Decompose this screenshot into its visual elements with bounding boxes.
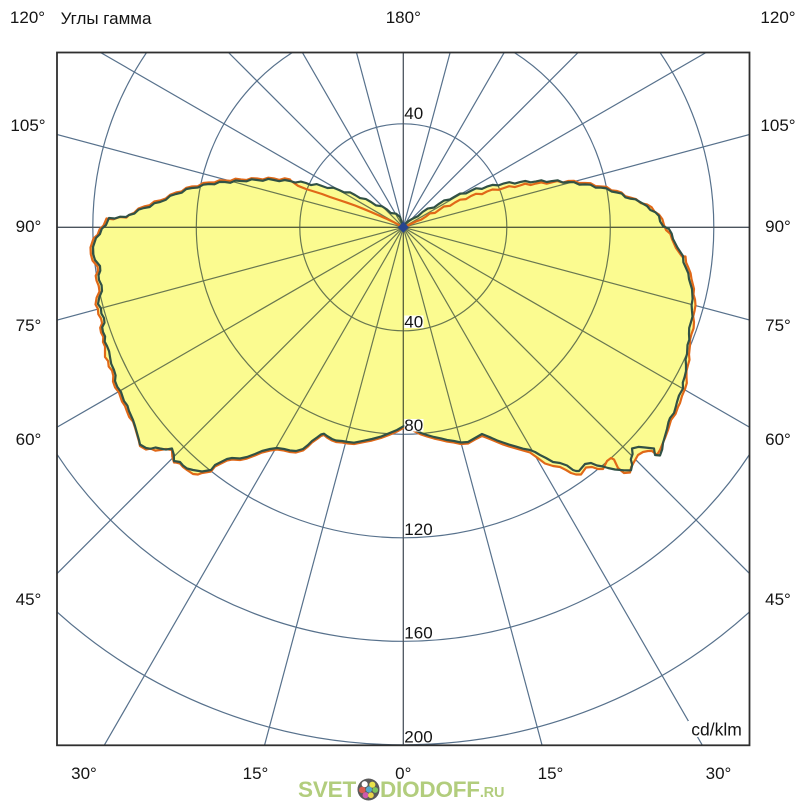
svg-text:120: 120 (404, 520, 432, 539)
svg-text:40: 40 (404, 313, 423, 332)
svg-text:200: 200 (404, 728, 432, 747)
svg-text:40: 40 (404, 104, 423, 123)
svg-text:160: 160 (404, 624, 432, 643)
svg-text:80: 80 (404, 416, 423, 435)
